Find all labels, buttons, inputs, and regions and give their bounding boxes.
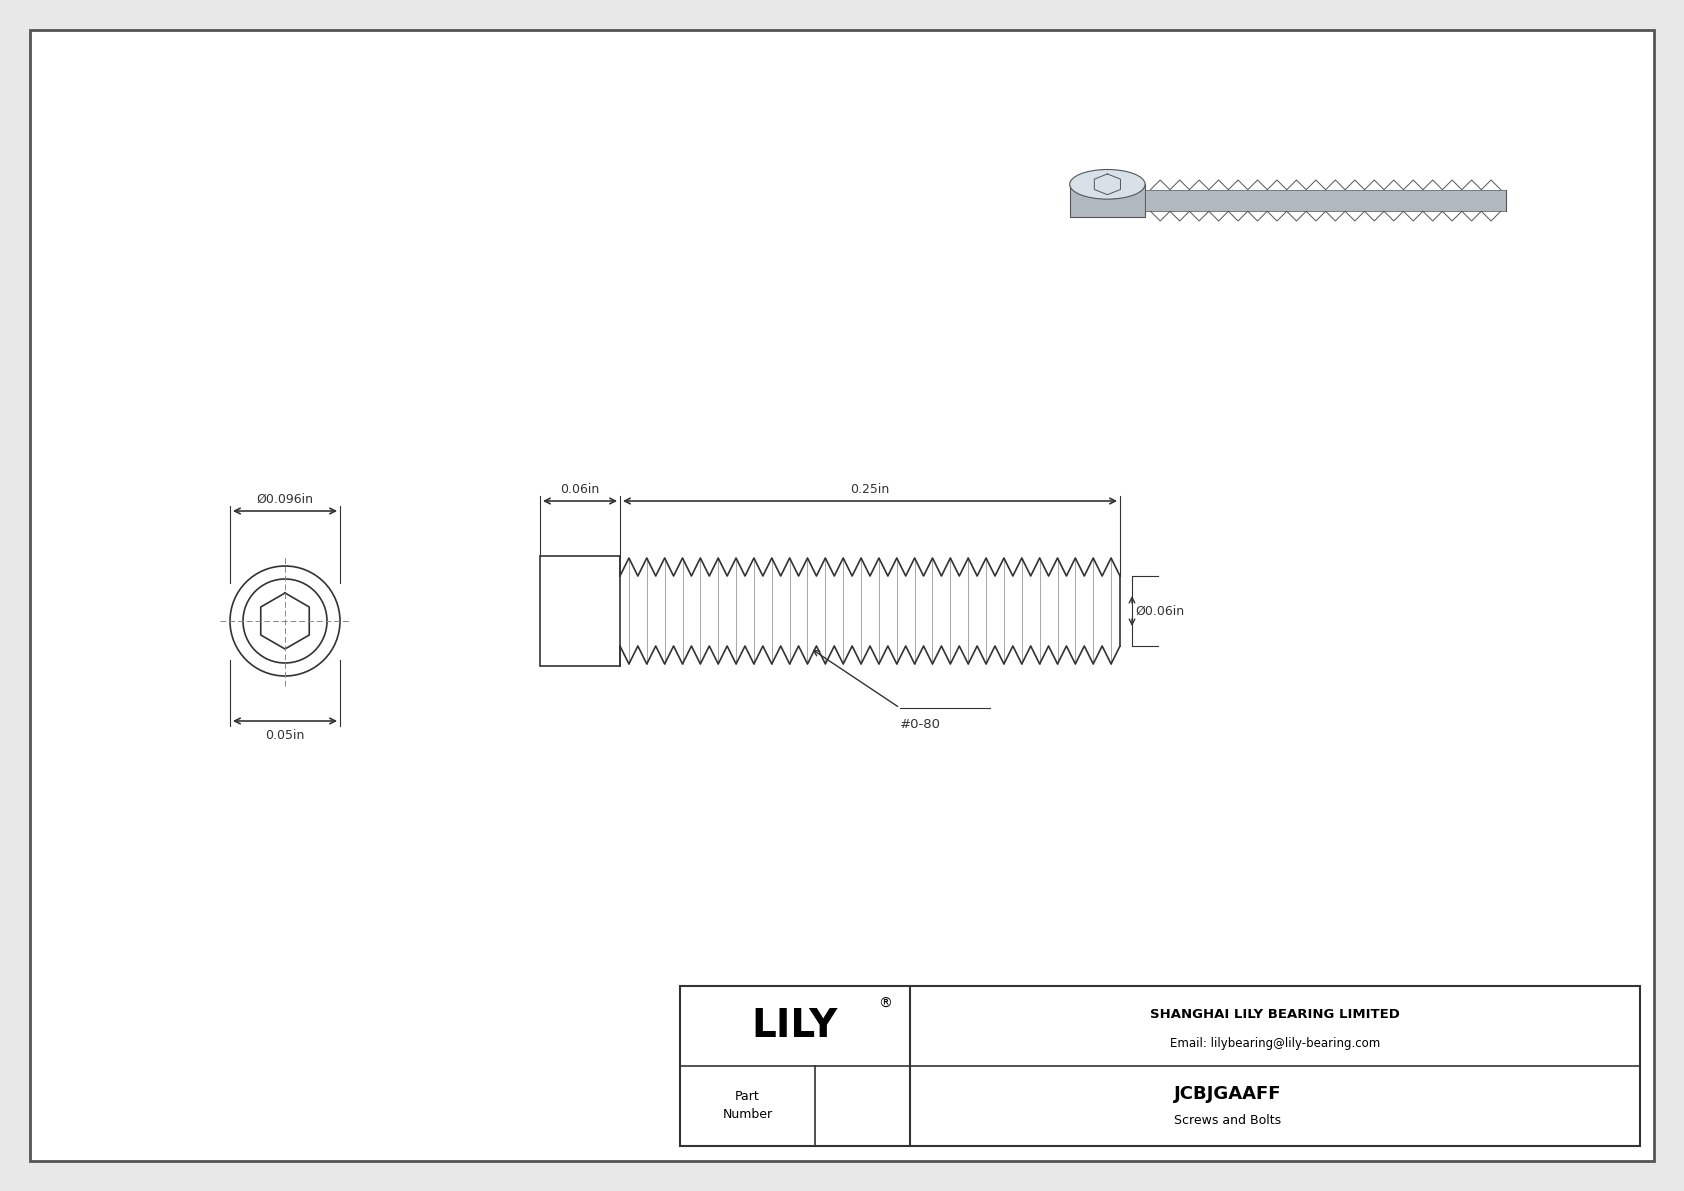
Text: Part
Number: Part Number — [722, 1091, 773, 1122]
Bar — [541, 556, 620, 666]
Ellipse shape — [1069, 169, 1145, 199]
Circle shape — [242, 579, 327, 663]
Text: 0.25in: 0.25in — [850, 484, 889, 495]
Text: 0.05in: 0.05in — [266, 729, 305, 742]
Text: JCBJGAAFF: JCBJGAAFF — [1174, 1085, 1282, 1103]
Text: Ø0.096in: Ø0.096in — [256, 493, 313, 506]
Text: 0.06in: 0.06in — [561, 484, 600, 495]
Text: SHANGHAI LILY BEARING LIMITED: SHANGHAI LILY BEARING LIMITED — [1150, 1008, 1399, 1021]
Circle shape — [231, 566, 340, 676]
Text: Ø0.06in: Ø0.06in — [1135, 605, 1184, 617]
Text: LILY: LILY — [751, 1008, 839, 1045]
Polygon shape — [1069, 185, 1145, 217]
Text: #0-80: #0-80 — [899, 718, 941, 731]
Bar — [680, 986, 1640, 1146]
Polygon shape — [1145, 189, 1505, 211]
Text: Screws and Bolts: Screws and Bolts — [1174, 1115, 1282, 1128]
Text: Email: lilybearing@lily-bearing.com: Email: lilybearing@lily-bearing.com — [1170, 1037, 1381, 1050]
Text: ®: ® — [877, 997, 893, 1011]
